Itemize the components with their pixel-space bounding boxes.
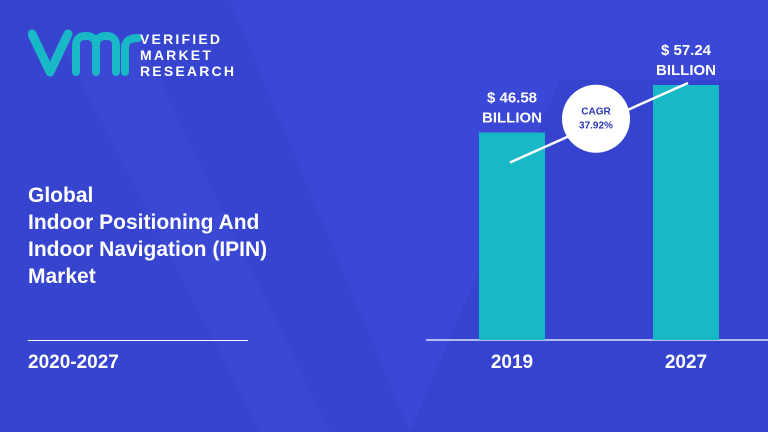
data-label-value-2027: $ 57.24 <box>661 42 712 59</box>
data-label-value-2019: $ 46.58 <box>487 89 537 106</box>
cagr-value: 37.92% <box>579 121 613 132</box>
title-line-3: Indoor Navigation (IPIN) <box>28 238 268 261</box>
page-title: Global Indoor Positioning And Indoor Nav… <box>28 182 267 290</box>
brand-logo-mark <box>28 29 142 77</box>
title-divider <box>28 340 248 341</box>
bar-2027 <box>653 85 719 340</box>
title-line-4: Market <box>28 265 96 288</box>
title-line-2: Indoor Positioning And <box>28 211 260 234</box>
cagr-badge <box>562 84 630 153</box>
title-line-1: Global <box>28 184 94 207</box>
cagr-label: CAGR <box>581 107 611 118</box>
x-tick-label-2027: 2027 <box>665 352 707 373</box>
data-label-unit-2027: BILLION <box>656 62 716 79</box>
brand-line-3: RESEARCH <box>140 63 237 79</box>
brand-logo-text: VERIFIED MARKET RESEARCH <box>140 31 236 79</box>
data-label-unit-2019: BILLION <box>482 109 542 126</box>
forecast-period: 2020-2027 <box>28 352 119 373</box>
bar-2019 <box>479 132 545 340</box>
brand-line-2: MARKET <box>140 47 214 63</box>
x-tick-label-2019: 2019 <box>491 352 533 373</box>
brand-line-1: VERIFIED <box>140 31 223 47</box>
